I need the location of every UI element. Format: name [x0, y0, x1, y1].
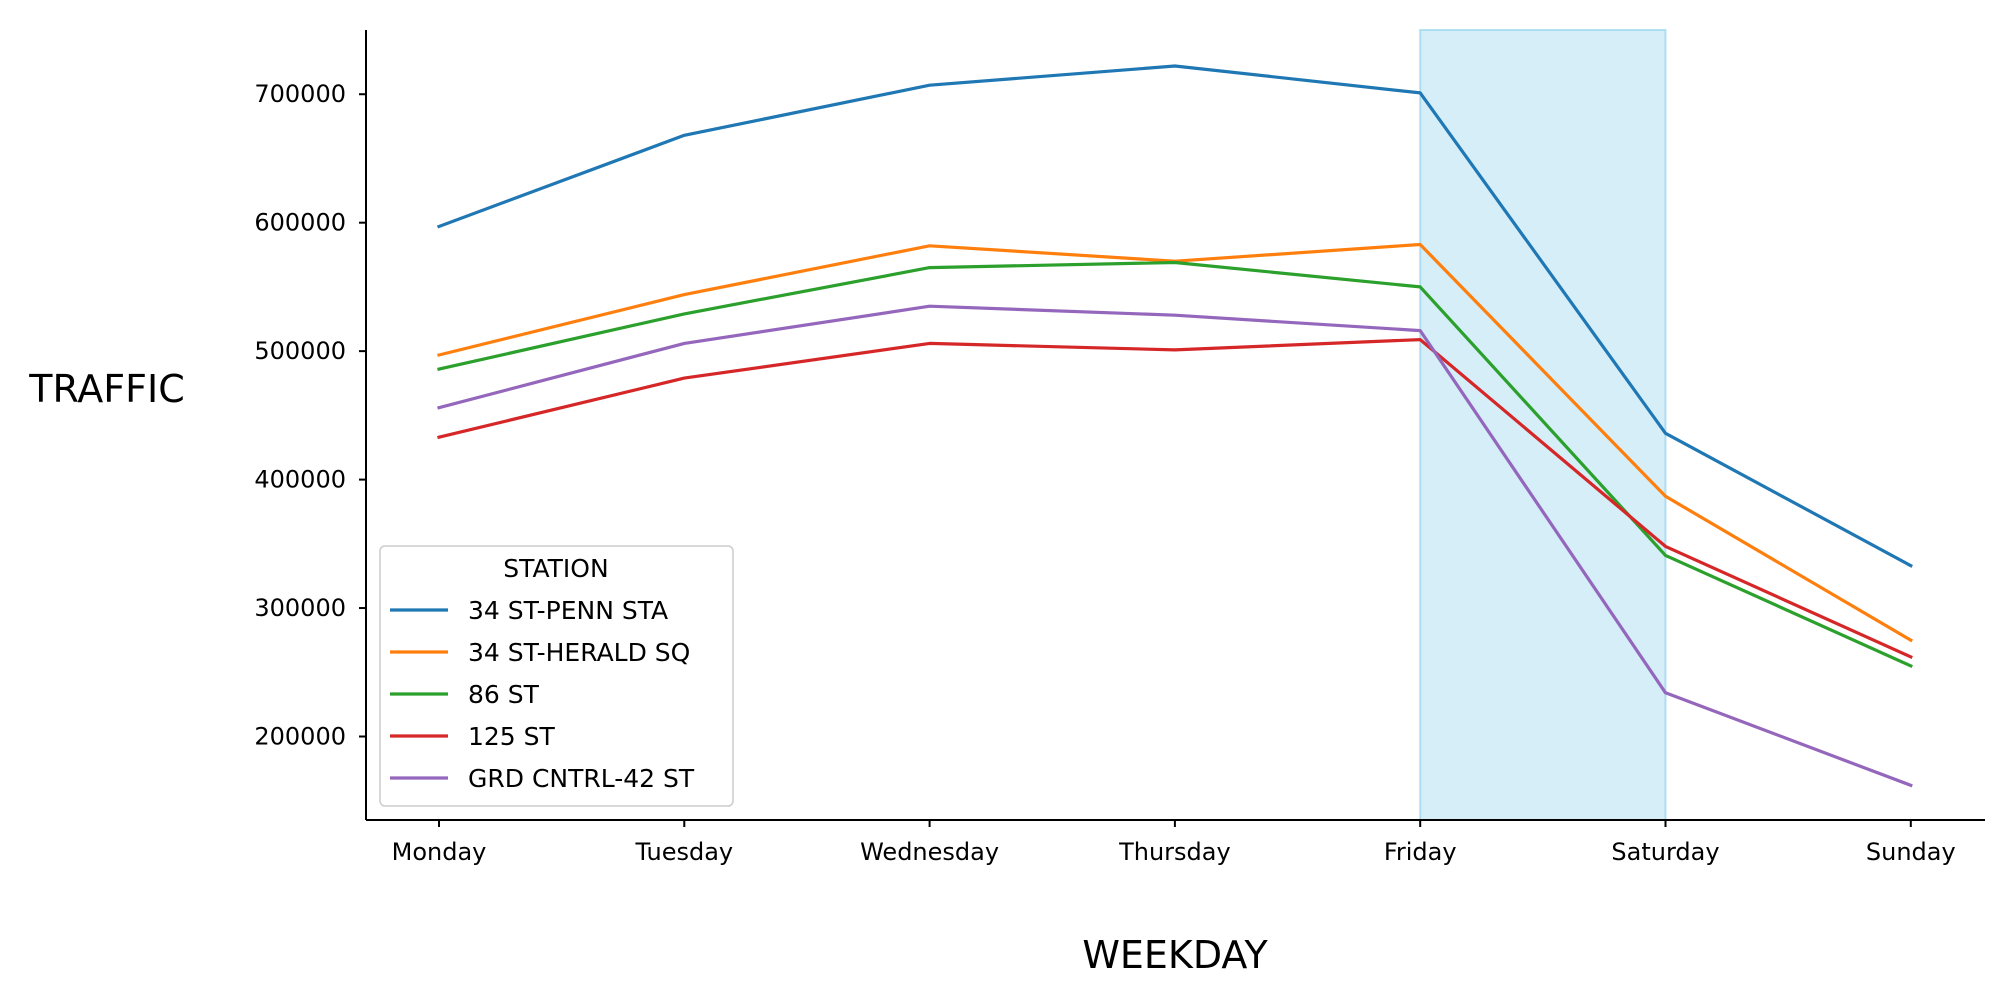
legend-label: 86 ST — [468, 680, 540, 709]
y-tick-label: 700000 — [254, 80, 346, 108]
legend-label: 34 ST-PENN STA — [468, 596, 668, 625]
series-line-5 — [437, 304, 1913, 788]
x-tick-label: Wednesday — [860, 838, 999, 866]
highlight-span-layer — [1419, 29, 1667, 821]
legend: STATION 34 ST-PENN STA 34 ST-HERALD SQ 86 … — [379, 545, 734, 807]
x-tick-label: Saturday — [1611, 838, 1719, 866]
series-line-1 — [436, 64, 1913, 568]
legend-label: GRD CNTRL-42 ST — [468, 764, 695, 793]
x-tick-label: Tuesday — [634, 838, 733, 866]
series-lines — [436, 64, 1913, 788]
x-tick-label: Sunday — [1866, 838, 1956, 866]
series-line-3 — [437, 260, 1913, 669]
x-tick-label: Thursday — [1118, 838, 1231, 866]
legend-label: 34 ST-HERALD SQ — [468, 638, 690, 667]
legend-items: 34 ST-PENN STA 34 ST-HERALD SQ 86 ST 125 ST… — [390, 596, 695, 793]
x-ticks: Monday Tuesday Wednesday Thursday Friday Satu… — [392, 820, 1956, 866]
legend-title: STATION — [503, 554, 608, 583]
y-tick-label: 200000 — [254, 723, 346, 751]
y-axis-title: TRAFFIC — [28, 367, 185, 411]
y-tick-label: 400000 — [254, 466, 346, 494]
x-tick-label: Friday — [1384, 838, 1457, 866]
series-line-4 — [437, 338, 1913, 660]
y-ticks: 200000 300000 400000 500000 600000 700000 — [254, 80, 366, 751]
y-tick-label: 600000 — [254, 209, 346, 237]
x-axis-title: WEEKDAY — [1082, 933, 1268, 977]
weekend-highlight-span — [1419, 29, 1667, 821]
x-tick-label: Monday — [392, 838, 487, 866]
legend-box — [379, 545, 734, 807]
y-tick-label: 500000 — [254, 337, 346, 365]
y-tick-label: 300000 — [254, 594, 346, 622]
legend-label: 125 ST — [468, 722, 556, 751]
